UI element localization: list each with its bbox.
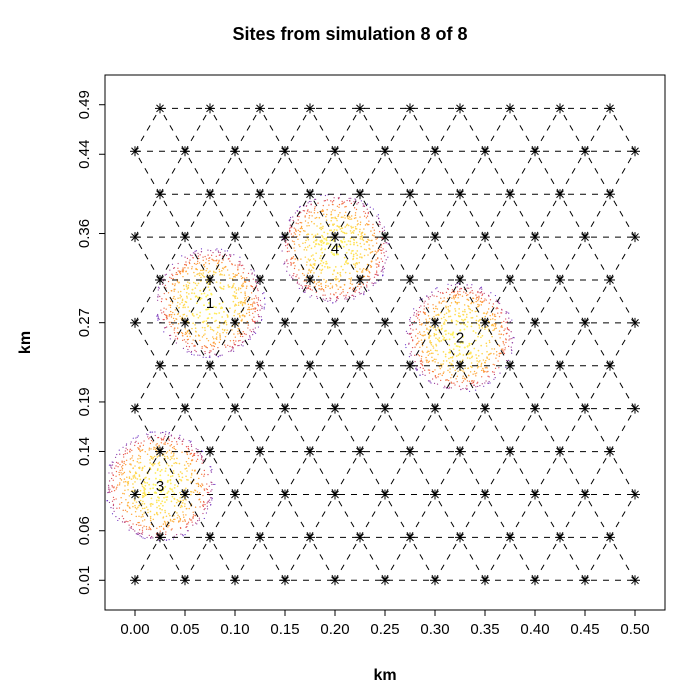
cluster-label-2: 2 (456, 330, 464, 347)
x-tick-label: 0.45 (570, 621, 599, 638)
y-tick-label: 0.14 (76, 437, 93, 466)
x-tick-label: 0.05 (170, 621, 199, 638)
y-tick-label: 0.36 (76, 219, 93, 248)
x-tick-label: 0.50 (620, 621, 649, 638)
x-tick-label: 0.10 (220, 621, 249, 638)
chart-svg: Sites from simulation 8 of 8 1 4 2 3 0.00 0.05… (0, 0, 700, 700)
x-tick-label: 0.25 (370, 621, 399, 638)
cluster-label-3: 3 (156, 478, 164, 495)
cluster-label-4: 4 (331, 240, 339, 257)
y-tick-label: 0.49 (76, 90, 93, 119)
y-tick-label: 0.19 (76, 387, 93, 416)
x-tick-label: 0.30 (420, 621, 449, 638)
x-axis-label: km (373, 667, 396, 684)
y-tick-label: 0.06 (76, 516, 93, 545)
cluster-label-1: 1 (206, 295, 214, 312)
chart-title: Sites from simulation 8 of 8 (232, 24, 467, 44)
y-tick-label: 0.44 (76, 140, 93, 169)
x-tick-label: 0.00 (120, 621, 149, 638)
x-tick-label: 0.40 (520, 621, 549, 638)
y-axis-label: km (17, 331, 34, 354)
y-tick-label: 0.01 (76, 566, 93, 595)
chart-container: Sites from simulation 8 of 8 1 4 2 3 0.00 0.05… (0, 0, 700, 700)
x-tick-label: 0.20 (320, 621, 349, 638)
y-tick-label: 0.27 (76, 308, 93, 337)
x-tick-label: 0.35 (470, 621, 499, 638)
x-tick-label: 0.15 (270, 621, 299, 638)
